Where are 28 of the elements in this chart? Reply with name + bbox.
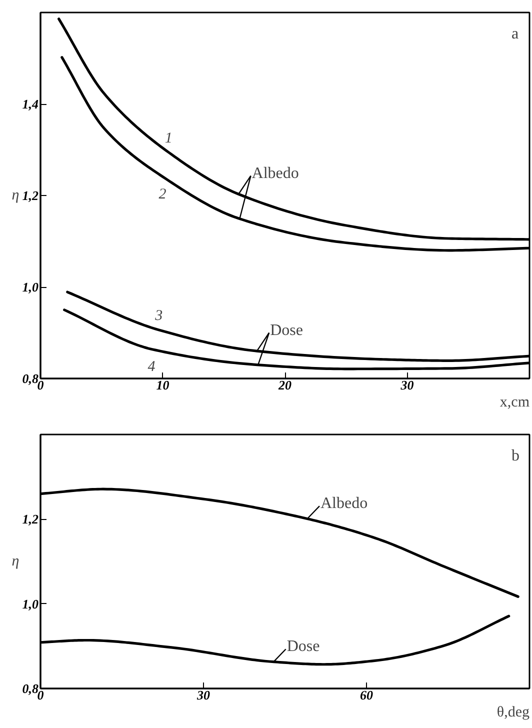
y-tick-label: 0,8 xyxy=(22,371,39,386)
y-axis-title: η xyxy=(12,554,20,570)
x-tick-label: 0 xyxy=(37,688,44,702)
y-axis-title: η xyxy=(12,188,20,204)
series-label: 4 xyxy=(148,359,156,376)
y-tick-label: 1,4 xyxy=(22,96,39,112)
annotation: b xyxy=(512,448,520,464)
y-tick-label: 1,0 xyxy=(22,280,39,294)
annotation: a xyxy=(512,26,519,42)
y-tick-label: 1,2 xyxy=(22,512,39,527)
series-label: 2 xyxy=(158,186,167,203)
y-tick-label: 1,2 xyxy=(22,188,39,203)
x-axis-title: x,cm xyxy=(500,394,530,410)
series-label: 3 xyxy=(154,308,163,324)
series-label: 1 xyxy=(164,130,172,146)
x-tick-label: 30 xyxy=(196,688,210,702)
y-tick-label: 0,8 xyxy=(22,681,39,696)
annotation: Albedo xyxy=(252,164,299,182)
annotation: Albedo xyxy=(320,495,368,512)
x-tick-label: 30 xyxy=(400,378,414,392)
x-tick-label: 10 xyxy=(156,378,170,392)
x-tick-label: 60 xyxy=(360,688,374,702)
annotation: Dose xyxy=(270,322,303,339)
x-tick-label: 0 xyxy=(37,378,44,392)
x-axis-title: θ,deg xyxy=(496,704,530,720)
x-tick-label: 20 xyxy=(278,378,292,392)
annotation: Dose xyxy=(286,638,320,656)
y-tick-label: 1,0 xyxy=(22,596,39,612)
